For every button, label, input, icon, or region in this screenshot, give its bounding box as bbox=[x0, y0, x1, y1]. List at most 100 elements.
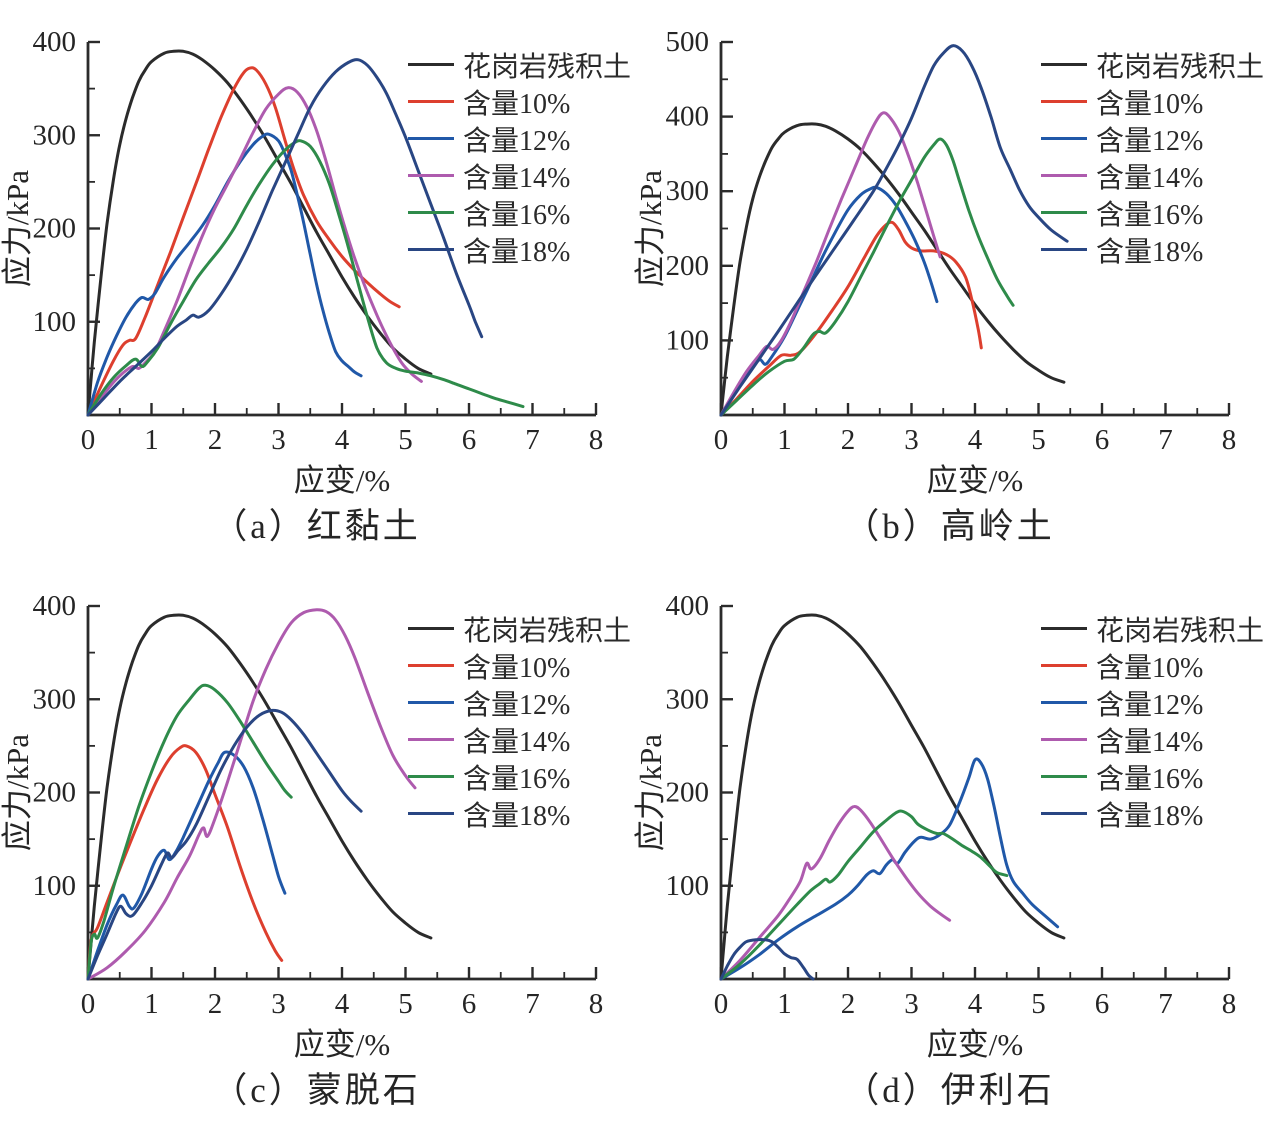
x-tick-label: 5 bbox=[398, 988, 413, 1020]
x-tick-label: 1 bbox=[777, 424, 792, 456]
legend-item: 含量12% bbox=[1041, 684, 1264, 721]
legend-item: 含量10% bbox=[1041, 83, 1264, 120]
x-tick-label: 8 bbox=[589, 424, 604, 456]
legend-label: 含量12% bbox=[1096, 689, 1204, 721]
x-tick-label: 0 bbox=[81, 988, 96, 1020]
x-tick-label: 8 bbox=[589, 988, 604, 1020]
legend-item: 含量16% bbox=[1041, 758, 1264, 795]
curve-content-10pct bbox=[86, 66, 401, 417]
x-tick-label: 0 bbox=[81, 424, 96, 456]
legend-line-swatch bbox=[1041, 248, 1087, 251]
x-tick-label: 5 bbox=[1031, 988, 1046, 1020]
y-tick-label: 100 bbox=[666, 324, 710, 356]
y-tick-label: 400 bbox=[666, 590, 710, 622]
legend-item: 含量14% bbox=[408, 157, 631, 194]
y-tick-label: 500 bbox=[666, 26, 710, 58]
legend-label: 含量16% bbox=[1096, 763, 1204, 795]
legend-label: 含量12% bbox=[463, 689, 571, 721]
x-tick-label: 1 bbox=[144, 988, 159, 1020]
x-tick-label: 2 bbox=[208, 424, 223, 456]
chart-svg-kaolin: 0 1 2 3 4 5 6 7 8 100 200 300 400 500 应力/kPa 应变/% bbox=[633, 26, 1237, 498]
legend-line-swatch bbox=[408, 664, 454, 667]
legend-line-swatch bbox=[408, 627, 454, 630]
y-tick-label: 200 bbox=[33, 213, 77, 245]
legend-label: 含量14% bbox=[1096, 162, 1204, 194]
x-tick-label: 8 bbox=[1222, 424, 1237, 456]
y-tick-label: 300 bbox=[33, 683, 77, 715]
x-axis-title: 应变/% bbox=[294, 463, 390, 498]
legend-label: 含量12% bbox=[1096, 125, 1204, 157]
legend-label: 花岗岩残积土 bbox=[1096, 615, 1265, 647]
y-tick-label: 400 bbox=[33, 26, 77, 58]
y-tick-label: 200 bbox=[666, 777, 710, 809]
legend-item: 含量10% bbox=[408, 647, 631, 684]
legend-line-swatch bbox=[1041, 211, 1087, 214]
legend-line-swatch bbox=[408, 738, 454, 741]
legend-item: 含量14% bbox=[1041, 157, 1264, 194]
chart-caption-c: （c）蒙脱石 bbox=[212, 1071, 421, 1110]
curve-content-16pct bbox=[719, 137, 1015, 417]
curve-content-18pct bbox=[86, 58, 484, 417]
legend-item: 含量16% bbox=[1041, 194, 1264, 231]
legend-line-swatch bbox=[408, 100, 454, 103]
curve-content-14pct bbox=[719, 804, 952, 981]
legend-line-swatch bbox=[408, 211, 454, 214]
legend: 花岗岩残积土 含量10% 含量12% 含量14% 含量16% 含量18% bbox=[408, 610, 631, 832]
x-tick-label: 5 bbox=[398, 424, 413, 456]
x-tick-label: 7 bbox=[525, 988, 540, 1020]
y-tick-label: 100 bbox=[33, 306, 77, 338]
legend-item: 花岗岩残积土 bbox=[1041, 46, 1264, 83]
legend-line-swatch bbox=[1041, 738, 1087, 741]
y-axis-title: 应力/kPa bbox=[633, 170, 668, 287]
legend-line-swatch bbox=[408, 775, 454, 778]
legend-item: 含量14% bbox=[408, 721, 631, 758]
legend-line-swatch bbox=[408, 174, 454, 177]
legend-label: 含量14% bbox=[463, 726, 571, 758]
legend-line-swatch bbox=[408, 701, 454, 704]
x-tick-label: 3 bbox=[904, 424, 919, 456]
legend-line-swatch bbox=[408, 812, 454, 815]
chart-panel-b: 0 1 2 3 4 5 6 7 8 100 200 300 400 500 应力/kPa 应变/% 花岗岩残积… bbox=[633, 0, 1266, 564]
x-tick-label: 0 bbox=[714, 988, 729, 1020]
curve-content-18pct bbox=[719, 44, 1069, 417]
legend-item: 花岗岩残积土 bbox=[408, 46, 631, 83]
curve-granite-residual-soil bbox=[86, 49, 433, 417]
x-tick-label: 4 bbox=[335, 988, 350, 1020]
legend-item: 含量10% bbox=[1041, 647, 1264, 684]
legend-line-swatch bbox=[1041, 63, 1087, 66]
legend-line-swatch bbox=[1041, 812, 1087, 815]
legend-label: 含量16% bbox=[463, 199, 571, 231]
x-tick-label: 1 bbox=[777, 988, 792, 1020]
legend-item: 花岗岩残积土 bbox=[408, 610, 631, 647]
y-tick-label: 200 bbox=[33, 777, 77, 809]
legend-label: 含量18% bbox=[1096, 800, 1204, 832]
y-tick-label: 100 bbox=[33, 870, 77, 902]
y-tick-label: 400 bbox=[666, 101, 710, 133]
legend-line-swatch bbox=[1041, 174, 1087, 177]
x-tick-label: 6 bbox=[462, 424, 477, 456]
legend-label: 含量10% bbox=[463, 652, 571, 684]
legend-line-swatch bbox=[1041, 664, 1087, 667]
y-tick-label: 300 bbox=[666, 175, 710, 207]
y-axis-title: 应力/kPa bbox=[0, 170, 35, 287]
legend-label: 含量14% bbox=[463, 162, 571, 194]
curve-content-14pct bbox=[86, 86, 423, 417]
x-tick-label: 4 bbox=[968, 424, 983, 456]
x-tick-label: 2 bbox=[841, 988, 856, 1020]
legend-item: 含量14% bbox=[1041, 721, 1264, 758]
chart-svg-illite: 0 1 2 3 4 5 6 7 8 100 200 300 400 应力/kPa 应变/% bbox=[633, 590, 1236, 1062]
y-tick-label: 300 bbox=[33, 119, 77, 151]
legend-label: 花岗岩残积土 bbox=[463, 51, 632, 83]
legend-label: 含量16% bbox=[1096, 199, 1204, 231]
legend-line-swatch bbox=[1041, 701, 1087, 704]
x-axis-title: 应变/% bbox=[927, 1027, 1023, 1062]
y-tick-label: 100 bbox=[666, 870, 710, 902]
legend-label: 含量14% bbox=[1096, 726, 1204, 758]
x-tick-label: 2 bbox=[841, 424, 856, 456]
curve-content-12pct bbox=[86, 750, 287, 981]
curve-granite-residual-soil bbox=[86, 613, 433, 981]
chart-caption-d: （d）伊利石 bbox=[844, 1071, 1055, 1110]
legend-label: 含量18% bbox=[463, 236, 571, 268]
x-axis-title: 应变/% bbox=[294, 1027, 390, 1062]
curve-content-16pct bbox=[719, 809, 1009, 981]
